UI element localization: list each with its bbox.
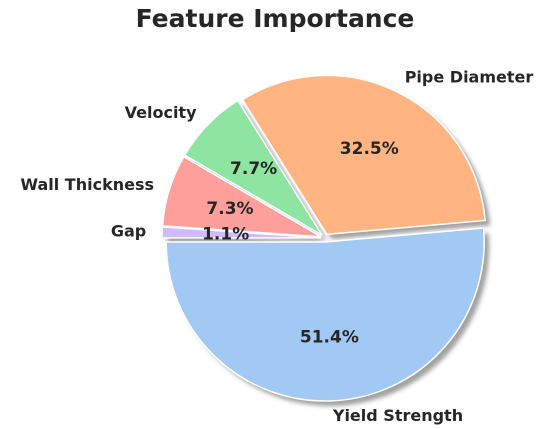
slice-label-velocity: Velocity — [125, 103, 197, 122]
pie-slice-gap — [161, 226, 322, 239]
pie-slice-yield-strength — [165, 227, 485, 402]
pie-slice-velocity — [183, 99, 323, 236]
pie-slice-wall-thickness — [161, 155, 322, 238]
chart-title: Feature Importance — [135, 4, 415, 33]
pie-labels: Yield Strength 51.4% Pipe Diameter 32.5% Vel… — [20, 67, 533, 425]
slice-percent-yield-strength: 51.4% — [300, 327, 359, 347]
slice-label-gap: Gap — [111, 221, 146, 240]
pie-slices — [161, 74, 486, 402]
slice-percent-pipe-diameter: 32.5% — [340, 139, 399, 159]
slice-percent-velocity: 7.7% — [230, 159, 277, 179]
slice-label-yield-strength: Yield Strength — [332, 406, 463, 425]
slice-percent-wall-thickness: 7.3% — [206, 199, 253, 219]
slice-percent-gap: 1.1% — [202, 225, 249, 245]
slice-label-wall-thickness: Wall Thickness — [20, 175, 154, 194]
pie-slice-pipe-diameter — [241, 74, 486, 236]
slice-label-pipe-diameter: Pipe Diameter — [405, 67, 534, 86]
